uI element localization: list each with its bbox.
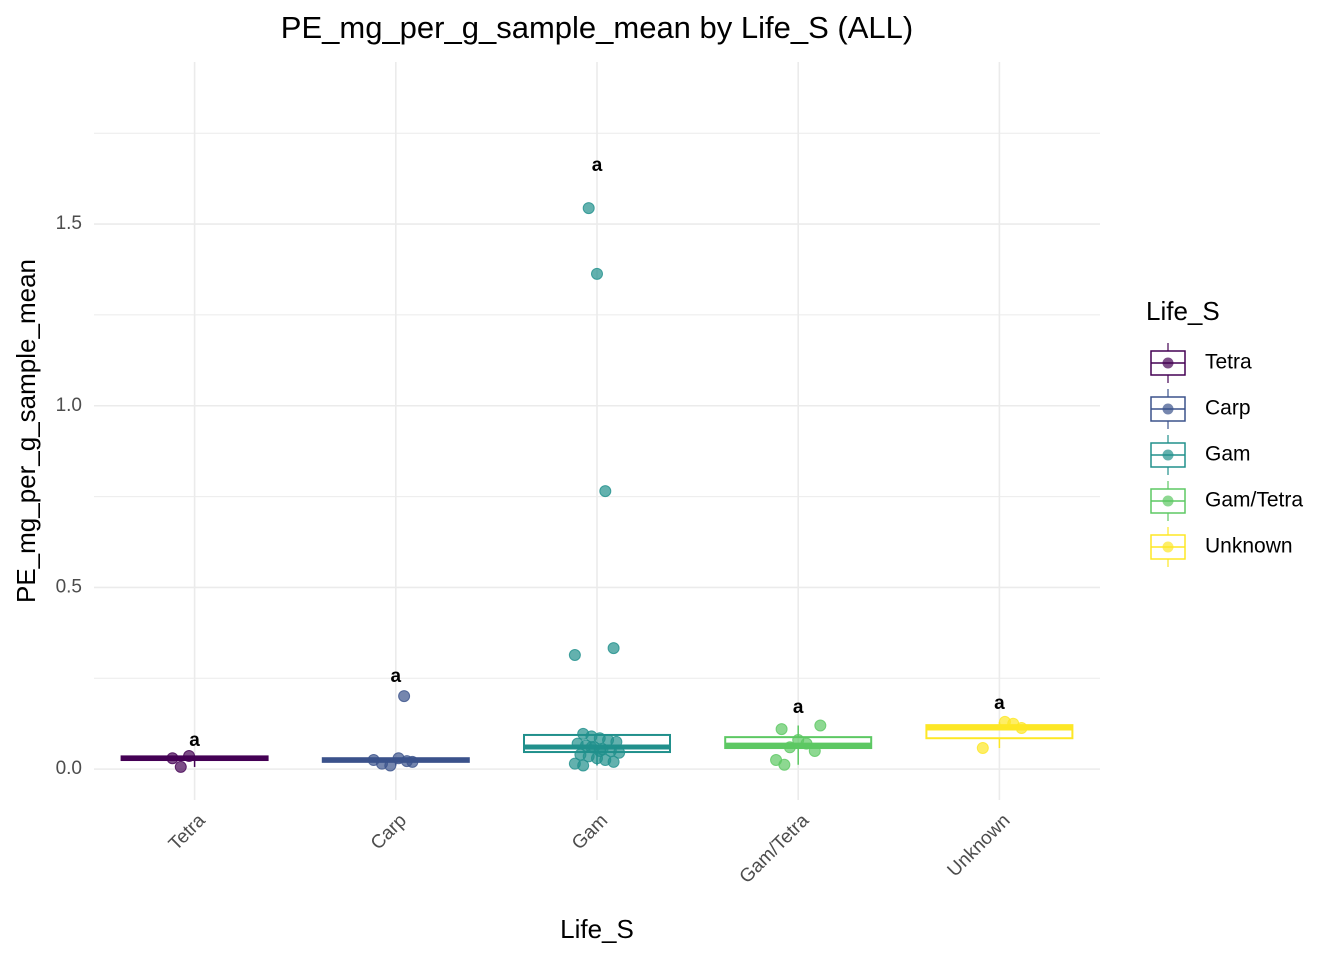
x-axis-title: Life_S [560,914,634,944]
legend-point [1162,495,1174,507]
point [783,741,796,754]
significance-letter: a [189,730,200,751]
point [778,758,791,771]
point [398,690,411,703]
x-tick-label: Gam/Tetra [736,810,814,888]
legend-label: Gam [1205,443,1251,466]
point [599,485,612,498]
legend-point [1162,357,1174,369]
legend-label: Carp [1205,397,1251,420]
x-tick-label: Tetra [165,810,210,855]
point [174,760,187,773]
point [808,744,821,757]
point [593,744,606,757]
point [400,755,413,768]
point [577,759,590,772]
point [591,267,603,280]
significance-letter: a [994,693,1005,714]
point [384,759,397,772]
point [607,642,620,655]
point [775,723,788,736]
box [925,724,1074,740]
point [976,742,989,755]
y-tick-label: 1.0 [56,395,82,416]
point [568,649,581,662]
point [582,202,595,215]
point [183,750,196,763]
legend-label: Unknown [1205,535,1293,558]
plot-panel [94,62,1100,800]
point [814,719,827,732]
x-tick-label: Gam [568,810,612,854]
point [613,746,626,759]
significance-letter: a [793,697,804,718]
chart-title: PE_mg_per_g_sample_mean by Life_S (ALL) [281,10,913,45]
legend-label: Gam/Tetra [1205,489,1303,512]
legend-point [1162,403,1174,415]
y-tick-label: 0.5 [56,576,82,597]
legend-point [1162,449,1174,461]
legend-title: Life_S [1146,296,1220,326]
legend-point [1162,541,1174,553]
point [800,737,813,750]
significance-letter: a [592,155,603,176]
y-tick-label: 1.5 [56,213,82,234]
y-tick-label: 0.0 [56,758,82,779]
point [610,735,623,748]
x-tick-label: Carp [367,810,411,854]
significance-letter: a [391,666,402,687]
x-tick-label: Unknown [944,810,1015,881]
point [166,752,179,765]
point [607,755,620,768]
legend-label: Tetra [1205,351,1252,374]
point [1015,722,1028,735]
y-axis-title: PE_mg_per_g_sample_mean [11,259,41,603]
